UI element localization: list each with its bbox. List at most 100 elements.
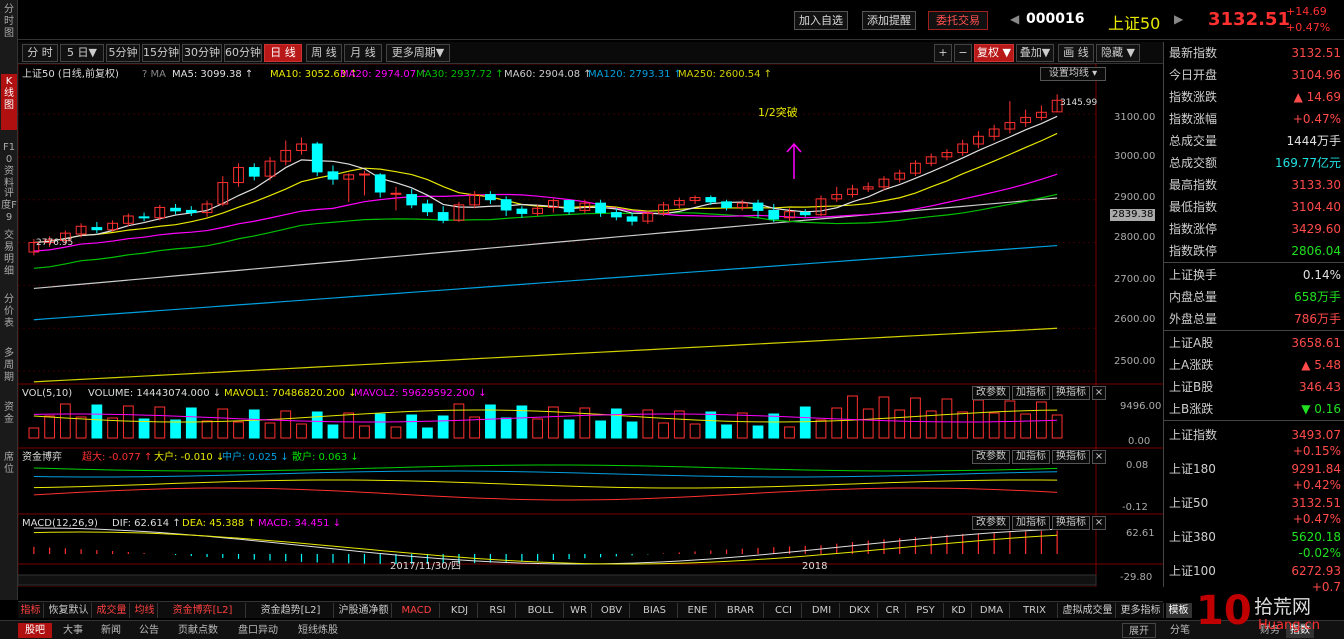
bottom-tab-3[interactable]: 公告 — [139, 625, 159, 636]
indicator-tab-6[interactable]: 沪股通净额 — [336, 603, 392, 618]
period-tab-7[interactable]: 周 线 — [306, 44, 342, 62]
tab-index[interactable]: 指数 — [1286, 623, 1314, 638]
chart-tool-2[interactable]: 复权 ▼ — [974, 44, 1014, 62]
index-row[interactable]: 上证100 6272.93 +0.7 — [1164, 560, 1344, 594]
next-stock-icon[interactable]: ▶ — [1174, 12, 1184, 26]
indicator-tab-22[interactable]: DMA — [974, 603, 1010, 618]
period-tab-0[interactable]: 分 时 — [22, 44, 58, 62]
period-tab-3[interactable]: 15分钟 — [142, 44, 180, 62]
add-indicator-button[interactable]: 加指标 — [1012, 386, 1050, 400]
indicator-tab-5[interactable]: 资金趋势[L2] — [248, 603, 334, 618]
indicator-tab-1[interactable]: 恢复默认 — [46, 603, 92, 618]
period-tab-8[interactable]: 月 线 — [344, 44, 382, 62]
indicator-tab-4[interactable]: 资金博弈[L2] — [160, 603, 246, 618]
index-row[interactable]: 上证指数 3493.07 +0.15% — [1164, 424, 1344, 458]
indicator-tab-18[interactable]: DKX — [842, 603, 878, 618]
switch-indicator-button[interactable]: 换指标 — [1052, 516, 1090, 530]
set-ma-button[interactable]: 设置均线 ▾ — [1040, 67, 1106, 81]
tab-finance[interactable]: 财务 — [1260, 625, 1280, 636]
switch-indicator-button[interactable]: 换指标 — [1052, 386, 1090, 400]
edit-params-button[interactable]: 改参数 — [972, 516, 1010, 530]
volume-bar — [264, 422, 276, 439]
quote-value: 3132.51 — [1291, 46, 1341, 60]
chart-tool-4[interactable]: 画 线 — [1058, 44, 1094, 62]
add-indicator-button[interactable]: 加指标 — [1012, 516, 1050, 530]
indicator-tab-26[interactable]: 模板 — [1166, 603, 1192, 618]
bottom-tab-4[interactable]: 页献点数 — [178, 625, 218, 636]
indicator-tab-16[interactable]: CCI — [766, 603, 802, 618]
period-tab-5[interactable]: 60分钟 — [224, 44, 262, 62]
trade-button[interactable]: 委托交易 — [928, 11, 988, 30]
indicator-tab-3[interactable]: 均线 — [132, 603, 158, 618]
chart-tool-5[interactable]: 隐藏 ▼ — [1096, 44, 1140, 62]
indicator-tab-15[interactable]: BRAR — [718, 603, 764, 618]
switch-indicator-button[interactable]: 换指标 — [1052, 450, 1090, 464]
left-tab-6[interactable]: 多周期 — [4, 348, 14, 383]
tab-split[interactable]: 分笔 — [1170, 625, 1190, 636]
indicator-tab-23[interactable]: TRIX — [1012, 603, 1058, 618]
indicator-tab-12[interactable]: OBV — [594, 603, 630, 618]
left-tab-0[interactable]: 分时图 — [4, 4, 14, 39]
edit-params-button[interactable]: 改参数 — [972, 386, 1010, 400]
indicator-tab-24[interactable]: 虚拟成交量 — [1060, 603, 1116, 618]
add-alert-button[interactable]: 添加提醒 — [862, 11, 916, 30]
indicator-tab-10[interactable]: BOLL — [518, 603, 564, 618]
indicator-tab-8[interactable]: KDJ — [442, 603, 478, 618]
left-tab-4[interactable]: 交易明细 — [4, 230, 14, 277]
add-indicator-button[interactable]: 加指标 — [1012, 450, 1050, 464]
edit-params-button[interactable]: 改参数 — [972, 450, 1010, 464]
period-tab-4[interactable]: 30分钟 — [182, 44, 222, 62]
indicator-tab-9[interactable]: RSI — [480, 603, 516, 618]
left-tab-8[interactable]: 席位 — [4, 452, 14, 475]
indicator-tab-13[interactable]: BIAS — [632, 603, 678, 618]
close-subchart-icon[interactable]: × — [1092, 516, 1106, 530]
indicator-tab-19[interactable]: CR — [880, 603, 906, 618]
left-tab-3[interactable]: 评度F9 — [1, 188, 17, 223]
vol-axis-bottom: 0.00 — [1128, 436, 1151, 447]
quote-key: 上证A股 — [1169, 336, 1214, 350]
bottom-tab-0[interactable]: 股吧 — [18, 623, 52, 638]
indicator-tab-20[interactable]: PSY — [908, 603, 944, 618]
indicator-tab-25[interactable]: 更多指标 — [1118, 603, 1164, 618]
indicator-tab-2[interactable]: 成交量 — [94, 603, 130, 618]
candle-body — [327, 171, 339, 180]
kline-chart[interactable] — [18, 64, 1163, 587]
prev-stock-icon[interactable]: ◀ — [1010, 12, 1020, 26]
help-icon[interactable]: ? MA — [142, 69, 166, 80]
candle-body — [532, 207, 544, 214]
bottom-tab-6[interactable]: 短线炼股 — [298, 625, 338, 636]
vol-ma1-line — [33, 409, 1058, 423]
period-tab-6[interactable]: 日 线 — [264, 44, 302, 62]
indicator-tab-21[interactable]: KD — [946, 603, 972, 618]
bottom-tab-2[interactable]: 新闻 — [101, 625, 121, 636]
chart-tool-0[interactable]: + — [934, 44, 952, 62]
volume-bar — [311, 411, 323, 439]
volume-bar — [500, 417, 512, 439]
indicator-tab-0[interactable]: 指标 — [18, 603, 44, 618]
index-row[interactable]: 上证50 3132.51 +0.47% — [1164, 492, 1344, 526]
quote-value: 169.77亿元 — [1275, 156, 1341, 170]
chart-tool-3[interactable]: 叠加▼ — [1016, 44, 1054, 62]
period-tab-9[interactable]: 更多周期▼ — [386, 44, 450, 62]
period-tab-1[interactable]: 5 日▼ — [60, 44, 104, 62]
volume-bar — [831, 407, 843, 439]
close-subchart-icon[interactable]: × — [1092, 386, 1106, 400]
chart-tool-1[interactable]: − — [954, 44, 972, 62]
left-tab-5[interactable]: 分价表 — [4, 294, 14, 329]
indicator-tab-7[interactable]: MACD — [394, 603, 440, 618]
index-row[interactable]: 上证380 5620.18 -0.02% — [1164, 526, 1344, 560]
volume-bar — [233, 421, 244, 439]
add-watchlist-button[interactable]: 加入自选 — [794, 11, 848, 30]
bottom-tab-1[interactable]: 大事 — [63, 625, 83, 636]
left-tab-2[interactable]: F10资料 — [2, 142, 16, 189]
left-tab-7[interactable]: 资金 — [4, 402, 14, 425]
index-row[interactable]: 上证180 9291.84 +0.42% — [1164, 458, 1344, 492]
indicator-tab-17[interactable]: DMI — [804, 603, 840, 618]
left-tab-1[interactable]: K线图 — [1, 74, 17, 130]
indicator-tab-11[interactable]: WR — [566, 603, 592, 618]
expand-button[interactable]: 展开 — [1122, 623, 1156, 638]
period-tab-2[interactable]: 5分钟 — [106, 44, 140, 62]
indicator-tab-14[interactable]: ENE — [680, 603, 716, 618]
close-subchart-icon[interactable]: × — [1092, 450, 1106, 464]
bottom-tab-5[interactable]: 盘口异动 — [238, 625, 278, 636]
